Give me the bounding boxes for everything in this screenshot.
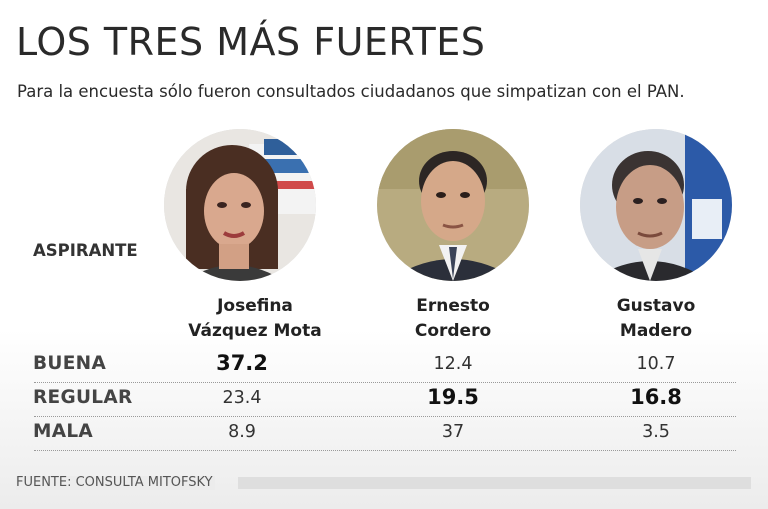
row-label: REGULAR <box>33 387 133 408</box>
value-cell: 23.4 <box>222 388 262 408</box>
table-row-regular: REGULAR 23.4 19.5 16.8 <box>30 383 736 417</box>
value-cell: 3.5 <box>642 422 670 442</box>
source-line: FUENTE: CONSULTA MITOFSKY <box>16 476 751 490</box>
candidate-photo-gustavo <box>580 129 732 281</box>
row-divider <box>34 450 736 451</box>
row-label: BUENA <box>33 353 107 374</box>
value-cell: 19.5 <box>427 385 479 409</box>
candidate-name-josefina: Josefina Vázquez Mota <box>188 296 322 341</box>
table-row-mala: MALA 8.9 37 3.5 <box>30 417 736 451</box>
page-title: LOS TRES MÁS FUERTES <box>16 20 486 64</box>
value-cell: 8.9 <box>228 422 256 442</box>
value-cell: 12.4 <box>433 354 473 374</box>
candidate-name-ernesto: Ernesto Cordero <box>414 296 492 341</box>
candidate-name-gustavo: Gustavo Madero <box>616 296 696 341</box>
value-cell: 37.2 <box>216 351 268 375</box>
aspirante-label: ASPIRANTE <box>33 241 138 260</box>
row-divider <box>34 382 736 383</box>
source-bar <box>238 477 751 489</box>
value-cell: 16.8 <box>630 385 682 409</box>
page-subtitle: Para la encuesta sólo fueron consultados… <box>17 82 685 101</box>
row-label: MALA <box>33 421 94 442</box>
value-cell: 37 <box>441 422 465 442</box>
table-row-buena: BUENA 37.2 12.4 10.7 <box>30 349 736 383</box>
source-text: FUENTE: CONSULTA MITOFSKY <box>16 475 215 490</box>
candidate-photo-ernesto <box>377 129 529 281</box>
row-divider <box>34 416 736 417</box>
value-cell: 10.7 <box>636 354 676 374</box>
candidate-photo-josefina <box>164 129 316 281</box>
